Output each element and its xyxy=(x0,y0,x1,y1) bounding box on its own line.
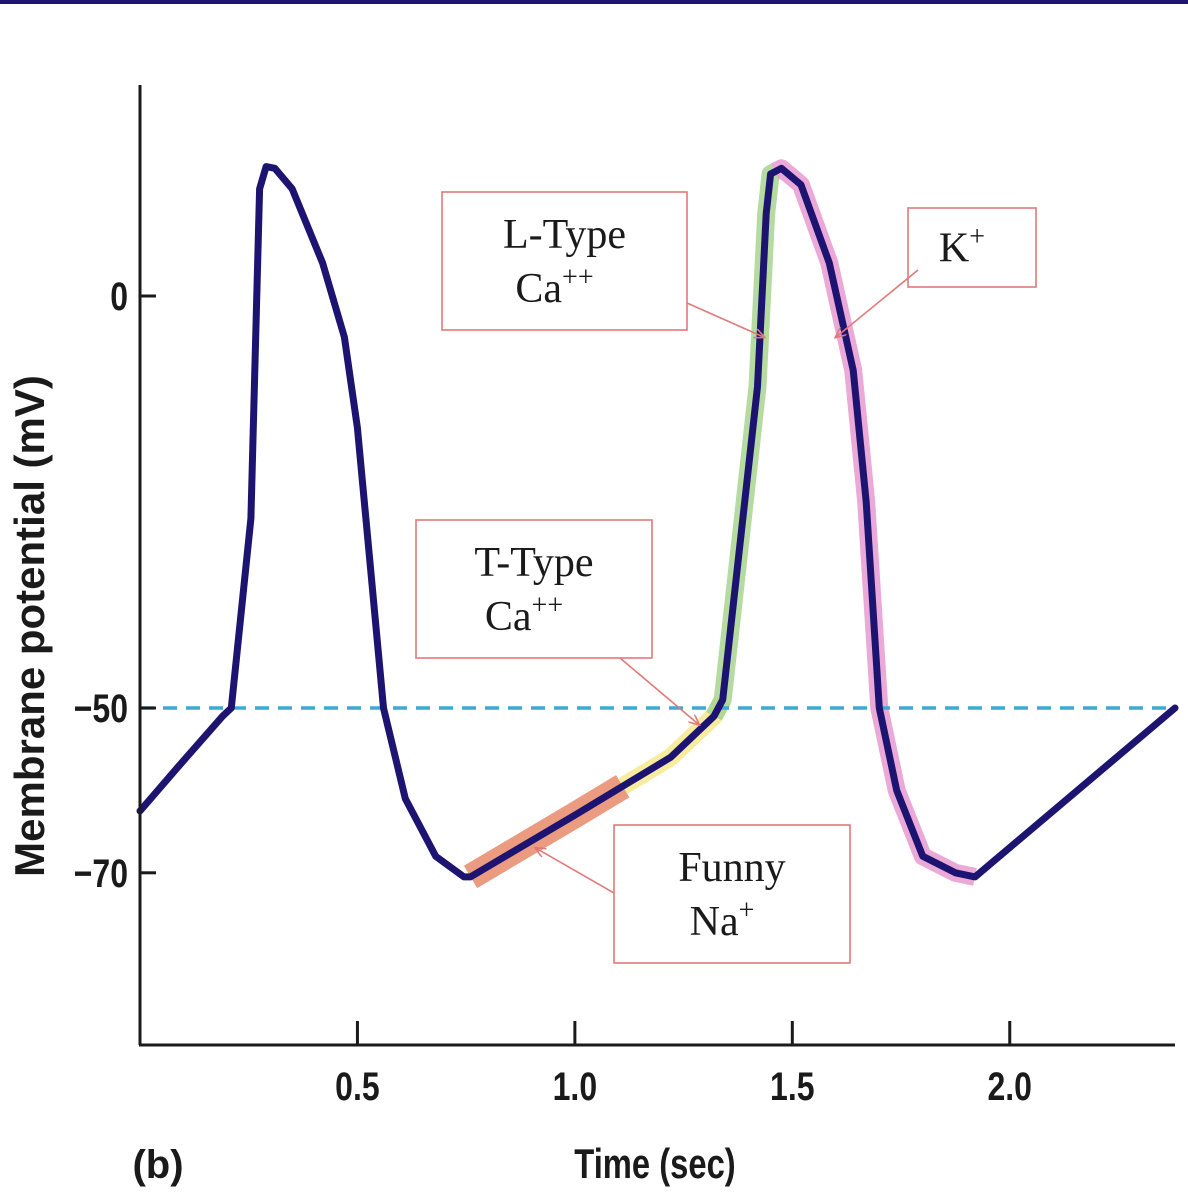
y-axis-label: Membrane potential (mV) xyxy=(6,375,53,877)
panel-label: (b) xyxy=(132,1143,183,1187)
annotation-arrow-t-type xyxy=(619,657,699,724)
annotation-arrow-funny xyxy=(536,848,615,894)
x-tick-label-0: 0.5 xyxy=(335,1064,379,1109)
annotation-text-funny-0: Funny xyxy=(678,845,785,891)
y-tick-label-2: −70 xyxy=(74,850,128,895)
y-tick-label-0: 0 xyxy=(110,274,128,319)
ticks: 0.5 1.0 1.5 2.0 0 −50 −70 xyxy=(74,274,1032,1109)
x-axis-label: Time (sec) xyxy=(574,1140,735,1187)
annotation-box-k xyxy=(907,207,1037,288)
annotation-sup-l-type-1: ++ xyxy=(562,262,594,293)
annotation-arrow-k xyxy=(836,269,919,337)
annotation-text-l-type-0: L-Type xyxy=(503,212,626,258)
x-tick-label-2: 1.5 xyxy=(770,1064,814,1109)
y-tick-label-1: −50 xyxy=(74,686,128,731)
annotation-sup-funny-1: + xyxy=(739,895,755,926)
annotation-box-l-type xyxy=(441,191,688,331)
annotation-arrow-l-type xyxy=(686,302,764,337)
annotation-sup-k-0: + xyxy=(969,222,985,253)
annotation-sup-t-type-1: ++ xyxy=(532,590,564,621)
membrane-potential-line xyxy=(136,163,1179,881)
annotation-text-t-type-0: T-Type xyxy=(474,540,593,586)
x-tick-label-3: 2.0 xyxy=(988,1064,1032,1109)
axes xyxy=(138,85,1175,1047)
annotation-k: K+ xyxy=(836,207,1037,337)
x-tick-label-1: 1.0 xyxy=(553,1064,597,1109)
annotation-box-funny xyxy=(613,824,851,964)
annotation-box-t-type xyxy=(415,519,653,659)
